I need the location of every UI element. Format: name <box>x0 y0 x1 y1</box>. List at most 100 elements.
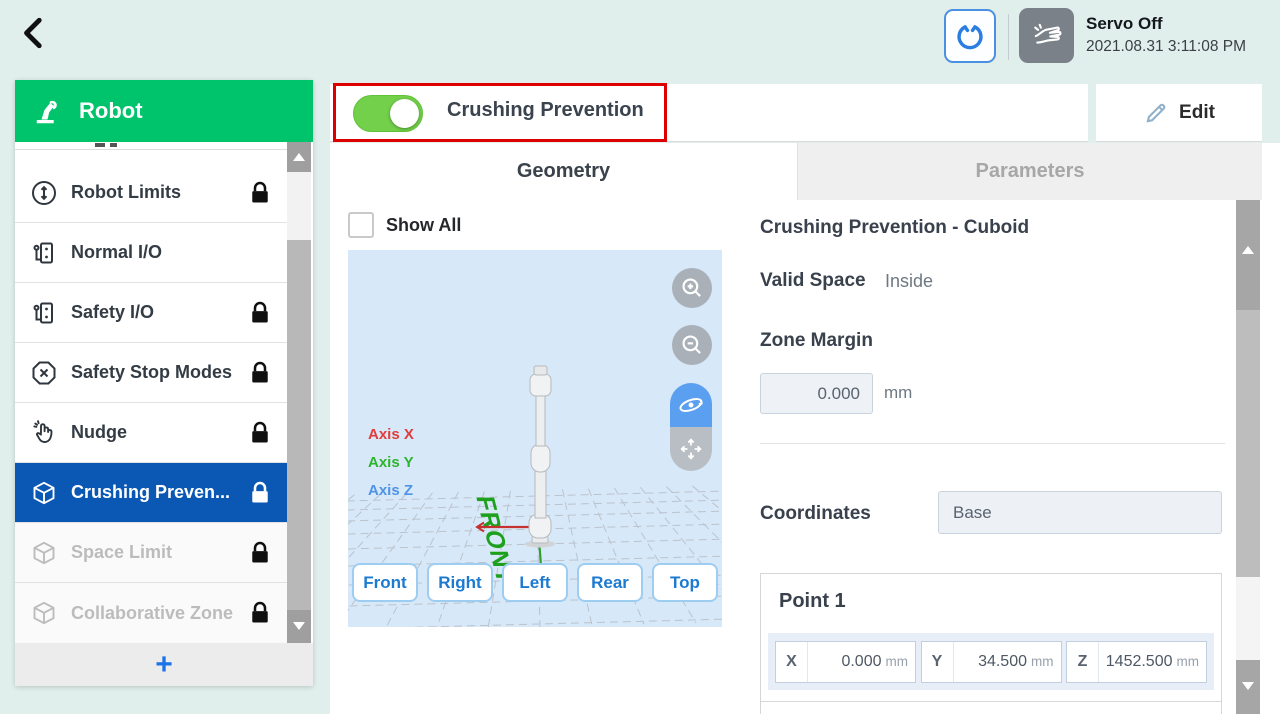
axis-letter: X <box>776 641 808 682</box>
sidebar-item-safety-stop-modes[interactable]: Safety Stop Modes <box>15 343 287 403</box>
edit-label: Edit <box>1179 101 1215 123</box>
sidebar-item-safety-io[interactable]: Safety I/O <box>15 283 287 343</box>
details-heading: Crushing Prevention - Cuboid <box>760 217 1030 238</box>
sidebar-header: Robot <box>15 80 313 142</box>
scroll-down-button[interactable] <box>287 610 311 643</box>
view-button-left[interactable]: Left <box>502 563 568 602</box>
tab-parameters[interactable]: Parameters <box>797 143 1262 200</box>
valid-space-value: Inside <box>885 271 934 291</box>
plus-icon: + <box>155 647 173 681</box>
sidebar-item-robot-limits[interactable]: Robot Limits <box>15 163 287 223</box>
view-buttons-row: Front Right Left Rear Top <box>348 563 722 602</box>
details-scrollbar[interactable] <box>1236 200 1260 714</box>
coord-field-z[interactable]: Z 1452.500 mm <box>1066 640 1207 683</box>
axis-z-label: Axis Z <box>368 482 414 499</box>
sidebar-item-normal-io[interactable]: Normal I/O <box>15 223 287 283</box>
servo-status: Servo Off <box>1086 14 1163 33</box>
cube-icon <box>33 601 55 625</box>
valid-space-label: Valid Space <box>760 270 866 291</box>
scroll-up-button[interactable] <box>287 142 311 172</box>
triangle-up-icon <box>1242 246 1254 254</box>
robot-model <box>525 365 555 548</box>
cube-icon <box>33 541 55 564</box>
coord-value: 34.500 <box>978 652 1027 670</box>
io-icon <box>33 302 53 323</box>
scrollbar-thumb[interactable] <box>287 240 311 610</box>
tab-label: Geometry <box>516 160 611 182</box>
toggle-label: Crushing Prevention <box>447 99 644 121</box>
point1-card: Point 1 X 0.000 mm Y 34.500 mm Z 1452.50… <box>760 573 1222 714</box>
view-button-right[interactable]: Right <box>427 563 493 602</box>
coord-field-y[interactable]: Y 34.500 mm <box>920 640 1062 683</box>
point1-title: Point 1 <box>779 590 846 612</box>
coord-unit: mm <box>885 654 909 669</box>
zoom-in-icon <box>682 278 701 297</box>
x-axis-line <box>475 521 536 533</box>
topbar-divider <box>1008 14 1009 60</box>
show-all-checkbox[interactable] <box>348 212 374 238</box>
nudge-hand-icon <box>33 419 53 443</box>
sidebar-item-collaborative-zone[interactable]: Collaborative Zone <box>15 583 287 643</box>
lock-icon <box>252 361 268 383</box>
orbit-icon <box>679 398 703 412</box>
point1-xyz-row: X 0.000 mm Y 34.500 mm Z 1452.500 mm <box>768 633 1214 690</box>
axis-letter: Y <box>922 641 954 682</box>
partially-scrolled-item <box>15 142 287 150</box>
sidebar: Robot Robot Limits Normal I/O Safety I/O… <box>15 80 313 686</box>
sidebar-scrollbar[interactable] <box>287 142 311 643</box>
lock-icon <box>252 301 268 323</box>
view-button-top[interactable]: Top <box>652 563 718 602</box>
lock-icon <box>252 601 268 623</box>
servo-hand-badge[interactable] <box>1019 8 1074 63</box>
zone-margin-input[interactable] <box>760 373 873 414</box>
zoom-out-icon <box>682 335 701 354</box>
axis-letter: Z <box>1067 641 1099 682</box>
axis-y-label: Axis Y <box>368 454 414 471</box>
section-divider <box>760 443 1225 444</box>
sliver-mark <box>95 143 105 147</box>
coordinates-select[interactable]: Base <box>938 491 1222 534</box>
view-button-front[interactable]: Front <box>352 563 418 602</box>
toggle-knob <box>390 99 419 128</box>
sidebar-item-label: Safety I/O <box>71 302 155 322</box>
sidebar-item-crushing-prevention[interactable]: Crushing Preven... <box>15 463 287 523</box>
crushing-prevention-toggle[interactable] <box>353 95 423 132</box>
zoom-in-button[interactable] <box>672 268 712 308</box>
pan-arrows-icon <box>680 438 702 460</box>
viewer-3d[interactable]: FRONT <box>348 250 722 627</box>
triangle-up-icon <box>293 153 305 161</box>
sidebar-item-space-limit[interactable]: Space Limit <box>15 523 287 583</box>
lock-icon <box>252 541 268 563</box>
tab-geometry[interactable]: Geometry <box>330 143 797 200</box>
coord-value: 0.000 <box>841 652 882 670</box>
scroll-up-button[interactable] <box>1236 200 1260 310</box>
coord-unit: mm <box>1031 654 1054 669</box>
view-button-rear[interactable]: Rear <box>577 563 643 602</box>
axis-x-label: Axis X <box>368 426 414 443</box>
lock-icon <box>252 181 268 203</box>
sidebar-title: Robot <box>79 98 143 123</box>
back-button[interactable] <box>16 12 52 54</box>
scrollbar-thumb[interactable] <box>1236 310 1260 577</box>
coord-field-x[interactable]: X 0.000 mm <box>775 640 916 683</box>
zoom-out-button[interactable] <box>672 325 712 365</box>
stop-octagon-icon <box>32 361 56 384</box>
sliver-mark <box>110 143 117 147</box>
coord-value: 1452.500 <box>1105 652 1173 670</box>
rotate-view-button[interactable] <box>670 383 712 427</box>
sidebar-item-label: Normal I/O <box>71 242 163 262</box>
status-timestamp: 2021.08.31 3:11:08 PM <box>1086 38 1247 55</box>
sidebar-item-label: Nudge <box>71 422 127 442</box>
robot-mode-button[interactable] <box>944 9 996 63</box>
coordinates-value: Base <box>953 502 992 522</box>
coordinates-label: Coordinates <box>760 503 871 524</box>
pan-view-button[interactable] <box>670 427 712 471</box>
sidebar-item-nudge[interactable]: Nudge <box>15 403 287 463</box>
hand-icon <box>1033 23 1061 44</box>
edit-button[interactable]: Edit <box>1096 84 1262 142</box>
scroll-down-button[interactable] <box>1236 660 1260 714</box>
triangle-down-icon <box>1242 682 1254 690</box>
zone-margin-label: Zone Margin <box>760 330 873 351</box>
triangle-down-icon <box>293 622 305 630</box>
add-zone-button[interactable]: + <box>15 643 313 686</box>
